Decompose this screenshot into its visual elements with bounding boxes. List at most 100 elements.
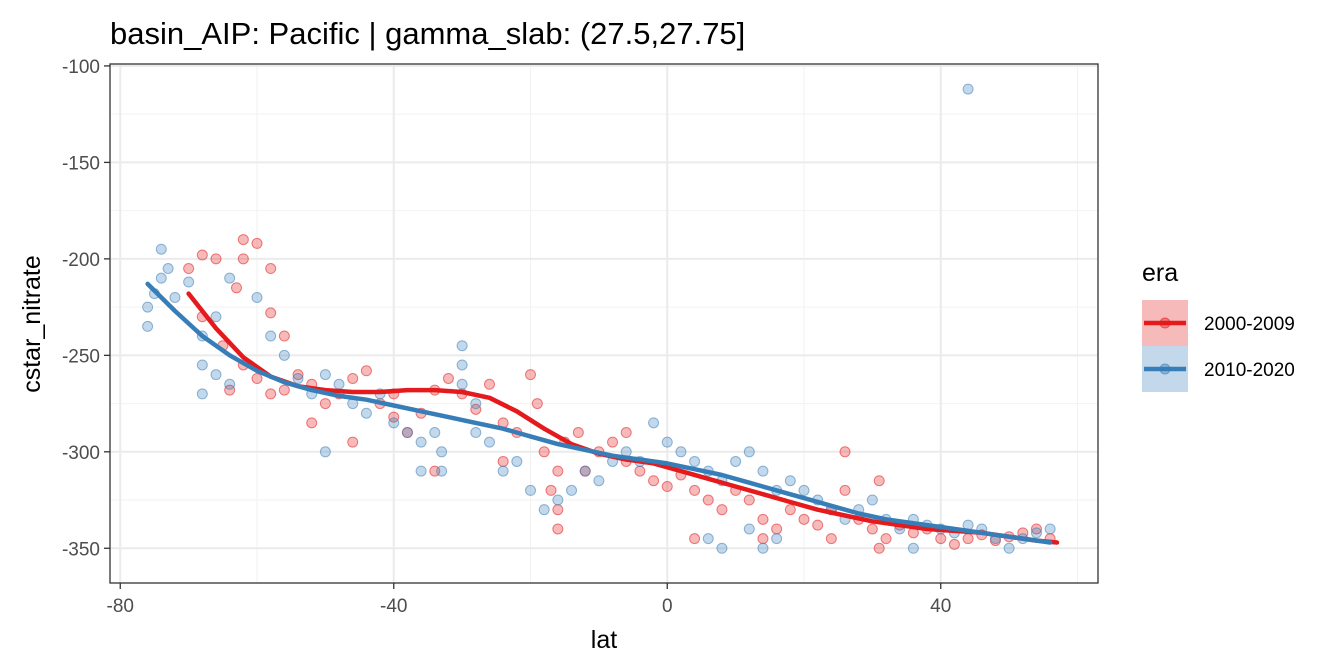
x-axis: -80 -40 0 40 [107,583,951,617]
data-point [873,475,885,487]
data-point [689,533,701,545]
data-point [771,533,783,545]
data-point [798,513,810,525]
data-point [1003,542,1015,554]
data-point [142,320,154,332]
data-point [237,234,249,246]
data-point [224,384,236,396]
data-point [265,388,277,400]
data-point [1030,527,1042,539]
data-point [907,542,919,554]
data-point [716,504,728,516]
data-point [278,349,290,361]
data-point [497,455,509,467]
data-point [360,365,372,377]
data-point [142,301,154,313]
legend-item: 2000-2009 [1142,300,1295,346]
data-point [702,494,714,506]
data-point [866,523,878,535]
data-point [497,465,509,477]
data-point [757,465,769,477]
data-point [292,369,304,381]
data-point [210,311,222,323]
data-point [511,455,523,467]
data-point [265,263,277,275]
legend: era 2000-2009 2010-2020 [1142,259,1295,392]
data-point [935,533,947,545]
data-point [634,465,646,477]
data-point [436,465,448,477]
data-point [183,263,195,275]
data-point [784,504,796,516]
data-point [552,494,564,506]
data-point [607,436,619,448]
data-point [230,282,242,294]
data-point [743,446,755,458]
data-point [155,243,167,255]
x-tick-label: 0 [662,596,673,617]
plot-background [110,64,1098,583]
data-point [470,403,482,415]
data-point [292,372,304,384]
legend-title: era [1142,259,1178,287]
legend-items: 2000-2009 2010-2020 [1142,300,1295,392]
data-point [593,475,605,487]
data-point [648,475,660,487]
legend-key-point [1159,363,1171,375]
data-point [661,436,673,448]
legend-label: 2000-2009 [1204,314,1295,335]
data-point [962,533,974,545]
x-axis-label: lat [591,626,617,654]
data-point [169,291,181,303]
data-point [265,307,277,319]
data-point [538,446,550,458]
data-point [251,291,263,303]
data-point [436,446,448,458]
data-point [333,378,345,390]
data-point [689,484,701,496]
data-point [866,494,878,506]
data-point [552,523,564,535]
data-point [162,263,174,275]
data-point [210,253,222,265]
data-point [798,484,810,496]
legend-key-point [1159,317,1171,329]
data-point [483,436,495,448]
data-point [224,378,236,390]
data-point [319,446,331,458]
data-point [839,484,851,496]
data-point [757,533,769,545]
data-point [948,538,960,550]
x-tick-label: 40 [930,596,951,617]
y-tick-label: -200 [62,250,100,271]
x-tick-label: -80 [107,596,134,617]
legend-item: 2010-2020 [1142,346,1295,392]
data-point [524,484,536,496]
data-point [224,272,236,284]
smooth-lines [145,281,1060,545]
data-point [456,359,468,371]
x-tick-label: -40 [380,596,407,617]
data-point [552,504,564,516]
data-point [237,253,249,265]
data-point [360,407,372,419]
data-point [566,484,578,496]
data-point [401,427,413,439]
data-point [771,523,783,535]
data-point [545,484,557,496]
data-point [456,340,468,352]
data-point [251,237,263,249]
data-point [347,436,359,448]
y-tick-label: -100 [62,57,100,78]
data-point [155,272,167,284]
data-point [675,446,687,458]
data-point [196,249,208,261]
data-point [388,411,400,423]
data-point [757,513,769,525]
data-point [524,369,536,381]
data-point [442,372,454,384]
data-point [784,475,796,487]
data-point [1044,523,1056,535]
data-point [319,369,331,381]
smooth-line [145,281,1053,545]
